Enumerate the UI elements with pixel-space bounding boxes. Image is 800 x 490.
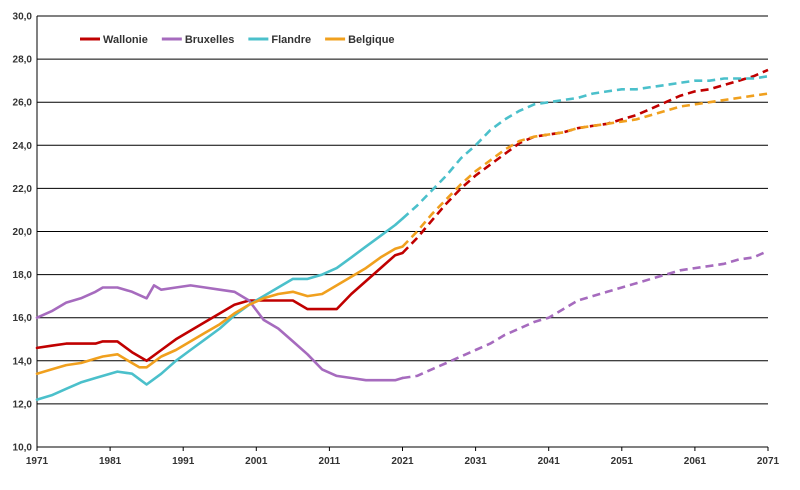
x-tick-label: 2001 (245, 456, 268, 467)
series-line-flandre-observed (35, 217, 404, 401)
y-tick-label: 28,0 (13, 55, 33, 66)
x-tick-label: 2071 (757, 456, 780, 467)
grid-lines (37, 15, 768, 448)
y-tick-label: 26,0 (13, 98, 33, 109)
x-tick-label: 1971 (26, 456, 49, 467)
series-line-belgique-observed (35, 245, 404, 375)
x-tick-label: 2021 (391, 456, 414, 467)
y-tick-label: 18,0 (13, 270, 33, 281)
series-line-wallonie-observed (35, 251, 404, 363)
y-tick-label: 30,0 (13, 12, 33, 23)
y-tick-label: 12,0 (13, 399, 33, 410)
y-tick-label: 16,0 (13, 313, 33, 324)
x-tick-label: 2061 (684, 456, 707, 467)
legend-label-wallonie: Wallonie (103, 34, 148, 46)
x-tick-label: 1991 (172, 456, 195, 467)
legend-label-flandre: Flandre (271, 34, 311, 46)
y-tick-label: 14,0 (13, 356, 33, 367)
series-line-belgique-projected (401, 92, 769, 248)
series-line-wallonie-projected (401, 68, 769, 254)
series-line-flandre-projected (401, 75, 769, 220)
x-tick-label: 2041 (538, 456, 561, 467)
series-line-bruxelles-projected (402, 249, 769, 380)
x-tick-label: 1981 (99, 456, 122, 467)
legend-label-belgique: Belgique (348, 34, 394, 46)
x-tick-label: 2051 (611, 456, 634, 467)
y-tick-label: 20,0 (13, 227, 33, 238)
y-tick-label: 24,0 (13, 141, 33, 152)
x-tick-label: 2031 (464, 456, 487, 467)
axes: 10,0 12,0 14,0 16,0 18,0 20,0 22,0 24,0 26,0 28,0… (13, 12, 780, 468)
y-tick-label: 10,0 (13, 443, 33, 454)
legend: Wallonie Bruxelles Flandre Belgique (80, 34, 395, 46)
x-tick-label: 2011 (319, 456, 341, 467)
series-line-bruxelles-observed (35, 284, 404, 382)
y-tick-label: 22,0 (13, 184, 33, 195)
series-lines (35, 68, 769, 401)
legend-label-bruxelles: Bruxelles (185, 34, 235, 46)
